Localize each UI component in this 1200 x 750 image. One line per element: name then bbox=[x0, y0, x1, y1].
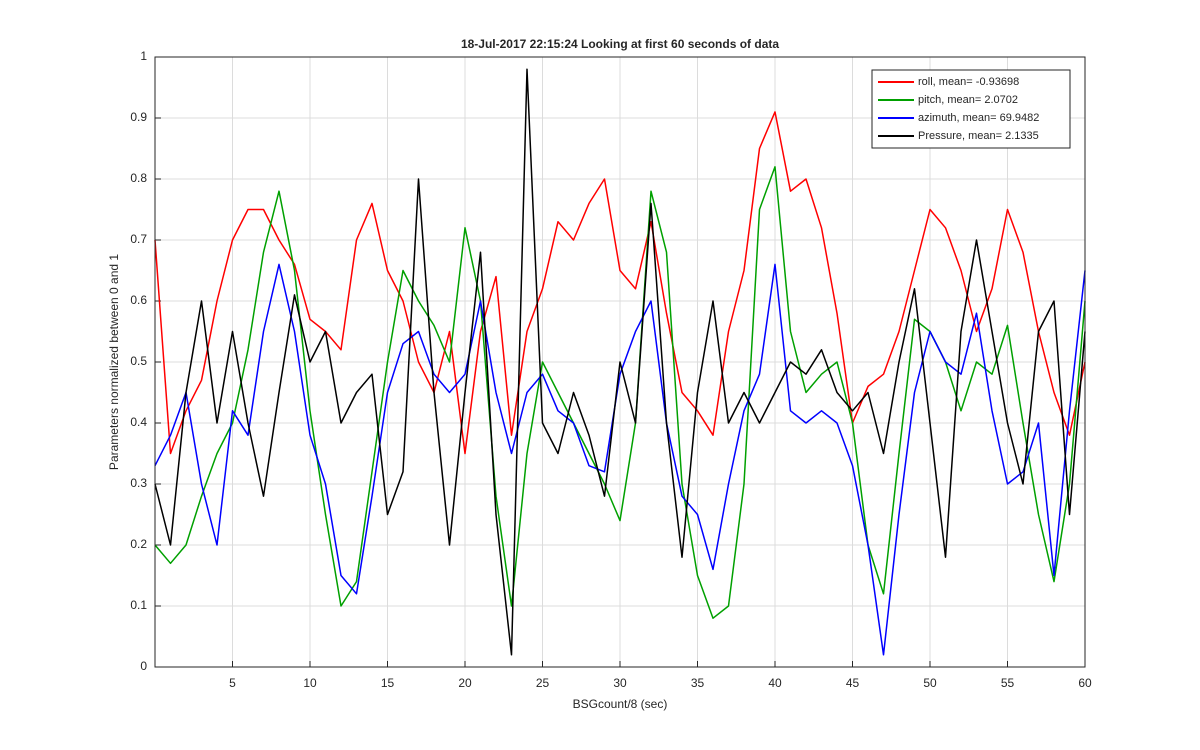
legend-label: pitch, mean= 2.0702 bbox=[918, 94, 1018, 106]
x-tick-label: 30 bbox=[613, 676, 627, 690]
x-tick-label: 25 bbox=[536, 676, 550, 690]
x-tick-label: 60 bbox=[1078, 676, 1092, 690]
legend-label: roll, mean= -0.93698 bbox=[918, 76, 1019, 88]
chart-title: 18-Jul-2017 22:15:24 Looking at first 60… bbox=[461, 37, 779, 51]
y-tick-label: 0.7 bbox=[130, 232, 147, 246]
x-tick-label: 40 bbox=[768, 676, 782, 690]
legend-label: Pressure, mean= 2.1335 bbox=[918, 130, 1039, 142]
y-tick-label: 0.9 bbox=[130, 110, 147, 124]
series-line bbox=[154, 263, 1086, 656]
y-tick-label: 0.8 bbox=[130, 171, 147, 185]
y-tick-label: 0.6 bbox=[130, 293, 147, 307]
y-tick-label: 0.2 bbox=[130, 537, 147, 551]
x-tick-label: 55 bbox=[1001, 676, 1015, 690]
x-tick-label: 15 bbox=[381, 676, 395, 690]
y-tick-label: 0.4 bbox=[130, 415, 147, 429]
y-axis-label: Parameters normalized between 0 and 1 bbox=[107, 254, 121, 470]
series-line bbox=[154, 111, 1086, 455]
x-tick-label: 5 bbox=[229, 676, 236, 690]
x-tick-label: 10 bbox=[303, 676, 317, 690]
x-tick-label: 35 bbox=[691, 676, 705, 690]
y-tick-label: 0.3 bbox=[130, 476, 147, 490]
x-tick-label: 20 bbox=[458, 676, 472, 690]
x-tick-label: 50 bbox=[923, 676, 937, 690]
x-axis-label: BSGcount/8 (sec) bbox=[573, 697, 668, 711]
y-tick-label: 0.1 bbox=[130, 598, 147, 612]
plot-frame bbox=[154, 56, 1086, 668]
y-tick-label: 1 bbox=[140, 49, 147, 63]
y-tick-label: 0.5 bbox=[130, 354, 147, 368]
x-tick-label: 45 bbox=[846, 676, 860, 690]
series-line bbox=[154, 68, 1086, 656]
legend-label: azimuth, mean= 69.9482 bbox=[918, 112, 1039, 124]
y-tick-label: 0 bbox=[140, 659, 147, 673]
